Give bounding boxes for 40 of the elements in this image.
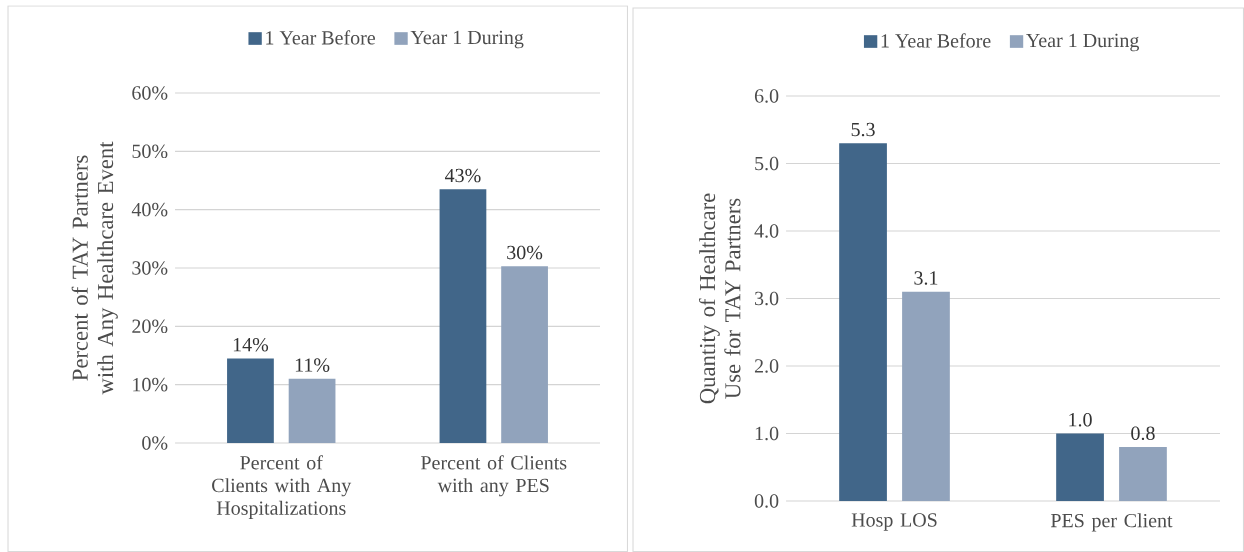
data-label: 11%	[295, 358, 330, 372]
y-tick-label: 1.0	[755, 426, 779, 441]
x-tick-label: PES per Client	[1050, 513, 1173, 532]
y-tick-label: 4.0	[754, 224, 779, 238]
data-label: 14%	[233, 337, 269, 352]
y-tick-label: 0.0	[754, 494, 779, 508]
x-tick-label: Percent of Clients with any PES	[421, 455, 567, 497]
y-tick-label: 30%	[132, 261, 168, 275]
bar	[288, 378, 336, 443]
bar	[501, 266, 548, 443]
y-tick-label: 2.0	[754, 359, 779, 373]
data-label: 3.1	[914, 271, 938, 285]
bar	[439, 189, 487, 443]
bar	[1119, 446, 1167, 501]
data-label: 5.3	[851, 122, 875, 137]
y-tick-label: 50%	[132, 144, 168, 159]
y-tick-label: 6.0	[754, 89, 779, 103]
data-label: 43%	[445, 168, 481, 183]
legend-label: 1 Year Before	[881, 33, 991, 48]
data-label: 0.8	[1131, 426, 1155, 441]
bar	[227, 358, 274, 443]
y-tick-label: 5.0	[755, 156, 779, 171]
legend-label: 1 Year Before	[266, 30, 376, 45]
x-tick-label: Percent of Clients with Any Hospitalizations	[212, 455, 352, 519]
y-tick-label: 40%	[131, 202, 168, 217]
legend-label: Year 1 During	[410, 30, 524, 49]
y-tick-label: 10%	[133, 377, 168, 392]
bar	[1056, 433, 1104, 501]
y-axis-title: Quantity of Healthcare Use for TAY Partners	[698, 193, 741, 404]
y-tick-label: 0%	[142, 436, 168, 450]
y-tick-label: 3.0	[755, 291, 779, 306]
data-label: 1.0	[1069, 412, 1092, 427]
y-tick-label: 20%	[132, 319, 168, 334]
bar	[902, 291, 950, 501]
x-tick-label: Hosp LOS	[851, 513, 937, 531]
y-axis-title: Percent of TAY Partners with Any Healthcare Event	[71, 141, 118, 395]
bar	[839, 143, 887, 501]
y-tick-label: 60%	[132, 86, 168, 100]
legend-label: Year 1 During	[1026, 33, 1139, 52]
data-label: 30%	[507, 245, 543, 260]
